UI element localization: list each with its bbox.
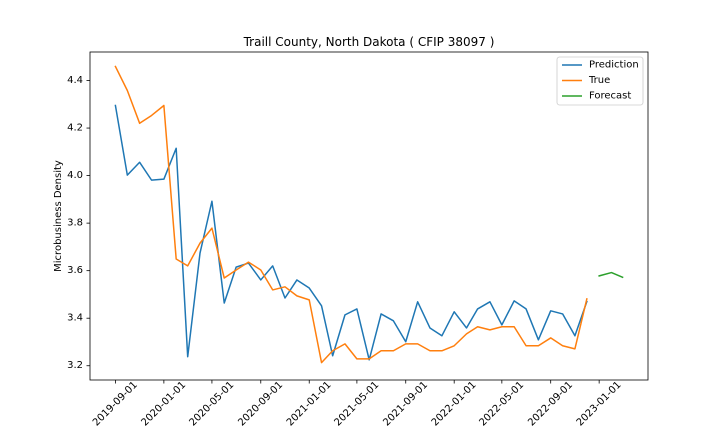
y-tick-label: 4.2 (67, 123, 83, 134)
legend: Prediction True Forecast (556, 56, 644, 106)
y-axis-label: Microbusiness Density (53, 160, 64, 272)
y-axis: 3.2 3.4 3.6 3.8 4.0 4.2 4.4 (67, 75, 90, 371)
axes-frame (89, 51, 649, 381)
legend-label-forecast: Forecast (589, 91, 631, 102)
axes-background (90, 52, 648, 380)
legend-box (556, 56, 644, 106)
y-tick-label: 3.2 (67, 360, 83, 371)
y-tick-label: 4.4 (67, 75, 83, 86)
y-tick-label: 3.6 (67, 265, 83, 276)
plot-area: 2019-09-01 2020-01-01 2020-05-01 2020-09-01… (67, 51, 649, 428)
chart-title: Traill County, North Dakota ( CFIP 38097… (243, 35, 495, 49)
series-line-prediction (114, 104, 588, 361)
series-line-forecast (598, 271, 624, 279)
y-tick-label: 3.8 (67, 218, 83, 229)
y-tick-label: 3.4 (67, 313, 83, 324)
legend-label-true: True (588, 75, 610, 86)
legend-label-prediction: Prediction (589, 60, 639, 71)
series-line-true (114, 65, 588, 364)
y-tick-label: 4.0 (67, 170, 83, 181)
series-lines (114, 65, 624, 364)
